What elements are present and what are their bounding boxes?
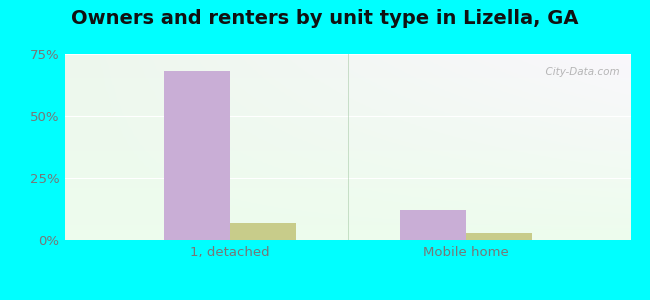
Bar: [400, 210, 465, 240]
Bar: [164, 71, 230, 240]
Bar: [230, 223, 296, 240]
Text: Owners and renters by unit type in Lizella, GA: Owners and renters by unit type in Lizel…: [72, 9, 578, 28]
Bar: [465, 232, 532, 240]
Text: City-Data.com: City-Data.com: [539, 67, 619, 77]
